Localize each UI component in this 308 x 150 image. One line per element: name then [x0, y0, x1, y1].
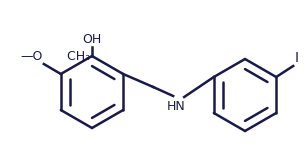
Text: HN: HN [167, 100, 186, 113]
Text: —O: —O [20, 50, 43, 63]
Text: OH: OH [82, 33, 102, 46]
Text: I: I [294, 51, 298, 65]
Text: CH₃: CH₃ [43, 50, 90, 63]
